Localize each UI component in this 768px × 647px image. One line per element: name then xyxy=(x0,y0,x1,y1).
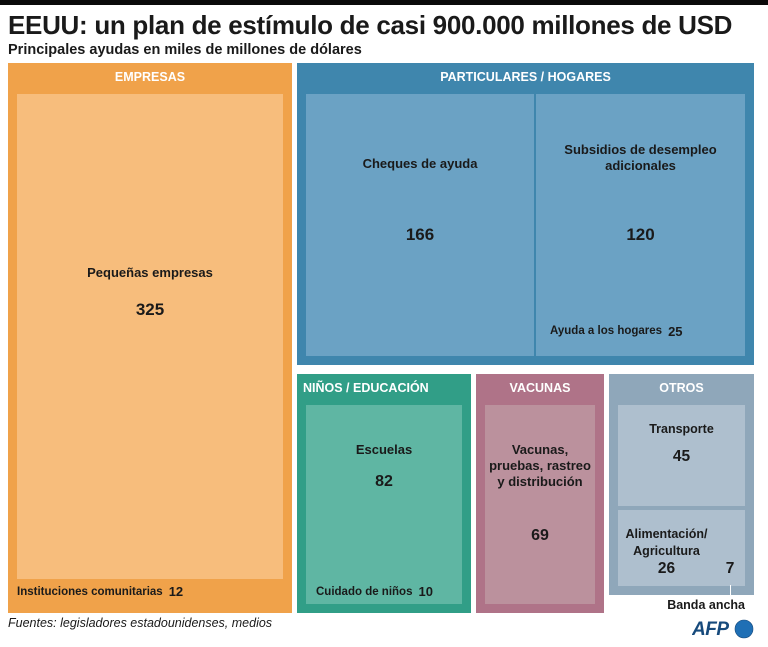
svg-text:AFP: AFP xyxy=(692,619,729,640)
